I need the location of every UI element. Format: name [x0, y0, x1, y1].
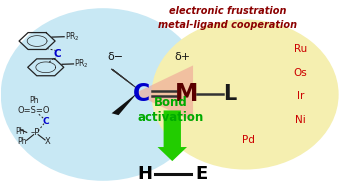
Text: Ir: Ir: [297, 91, 304, 101]
Text: Bond: Bond: [154, 96, 188, 109]
Text: O=S=O: O=S=O: [17, 106, 50, 115]
Text: Pd: Pd: [242, 136, 255, 146]
Text: electronic frustration: electronic frustration: [169, 6, 286, 16]
Polygon shape: [112, 93, 137, 115]
Text: C: C: [133, 82, 150, 106]
Text: δ−: δ−: [107, 52, 123, 62]
Ellipse shape: [1, 8, 205, 181]
Text: Ph: Ph: [29, 96, 38, 105]
Text: PR$_2$: PR$_2$: [65, 30, 80, 43]
Text: Ru: Ru: [294, 44, 307, 54]
Text: Ph: Ph: [17, 137, 27, 146]
Text: X: X: [45, 137, 50, 146]
Text: C: C: [53, 49, 61, 59]
FancyArrow shape: [158, 110, 187, 161]
Text: PR$_2$: PR$_2$: [74, 58, 89, 70]
Text: L: L: [223, 84, 236, 104]
Polygon shape: [134, 65, 193, 122]
Text: metal-ligand cooperation: metal-ligand cooperation: [158, 20, 297, 30]
Text: δ+: δ+: [175, 52, 191, 62]
Text: Ph: Ph: [15, 127, 24, 136]
Text: E: E: [196, 165, 208, 183]
Text: C: C: [42, 117, 49, 126]
Text: H: H: [137, 165, 152, 183]
Text: activation: activation: [137, 112, 204, 124]
Text: M: M: [174, 82, 198, 106]
Text: Os: Os: [294, 68, 307, 78]
Ellipse shape: [151, 19, 339, 170]
Text: Ni: Ni: [295, 115, 306, 125]
Text: –P: –P: [30, 129, 40, 137]
